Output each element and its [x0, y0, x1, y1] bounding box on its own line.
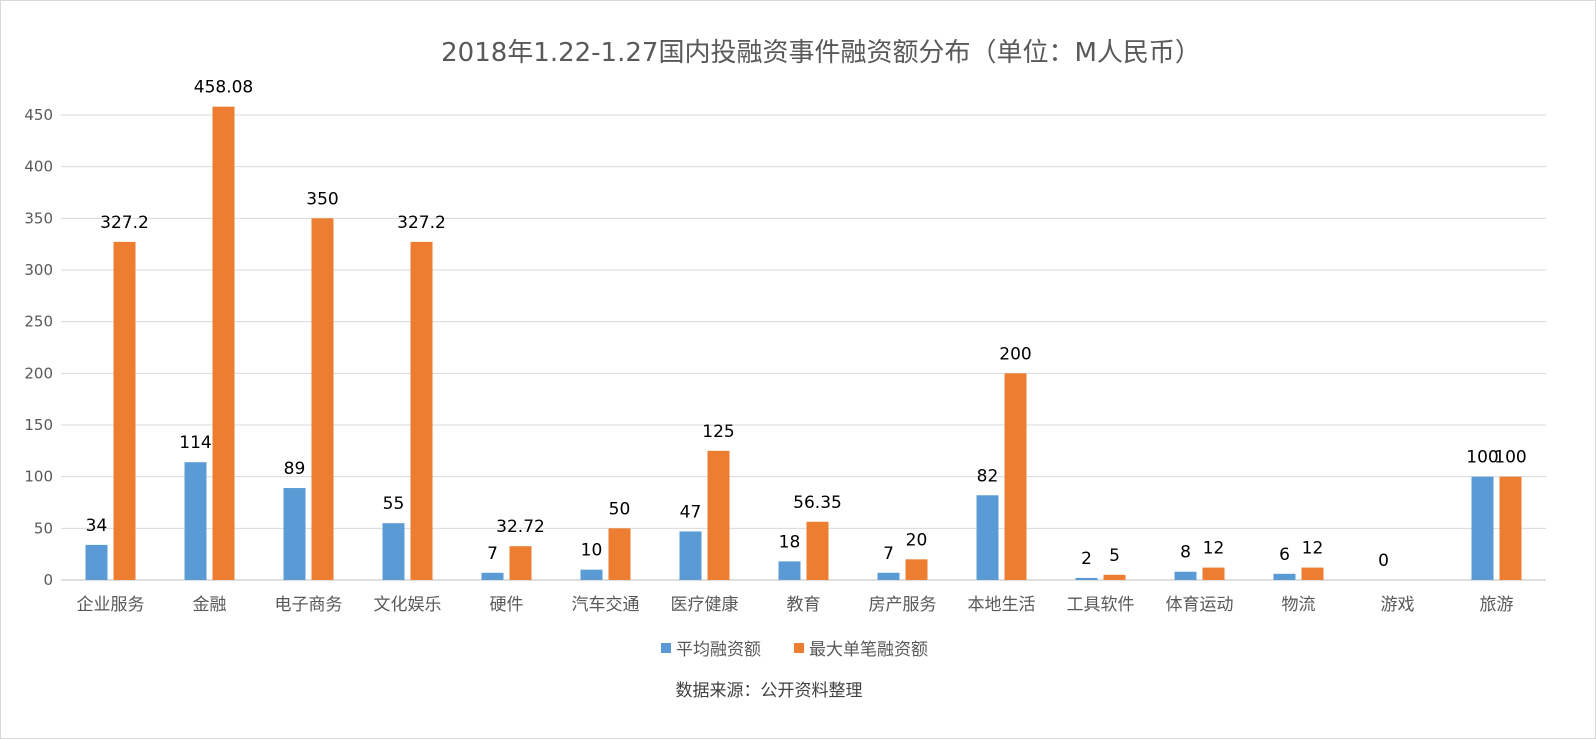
- bar-max: [212, 106, 235, 580]
- x-tick-label: 汽车交通: [572, 595, 640, 615]
- y-tick-label: 300: [24, 261, 53, 279]
- bar-average: [184, 462, 207, 580]
- bar-average: [481, 572, 504, 580]
- bar-average: [778, 561, 801, 580]
- y-tick-label: 450: [24, 106, 53, 124]
- bar-average: [679, 531, 702, 580]
- data-label: 114: [179, 433, 211, 453]
- x-tick-label: 教育: [787, 595, 821, 615]
- bar-max: [311, 218, 334, 581]
- data-label: 18: [779, 532, 801, 552]
- bar-average: [976, 495, 999, 580]
- data-label: 12: [1302, 539, 1324, 559]
- x-tick-label: 房产服务: [869, 595, 937, 615]
- x-tick-label: 工具软件: [1067, 595, 1135, 615]
- data-label: 2: [1081, 549, 1092, 569]
- data-label: 100: [1494, 448, 1526, 468]
- data-label: 350: [306, 189, 338, 209]
- x-axis: 企业服务 金融 电子商务 文化娱乐 硬件 汽车交通 医疗健康 教育 房产服务 本地生活 工具软件 体育…: [77, 595, 1514, 615]
- y-tick-label: 100: [24, 468, 53, 486]
- x-tick-label: 物流: [1282, 595, 1316, 615]
- data-label: 5: [1109, 546, 1120, 566]
- data-label: 200: [999, 344, 1031, 364]
- legend-swatch-max: [794, 643, 804, 653]
- bar-average: [580, 569, 603, 580]
- data-label: 0: [1378, 551, 1389, 571]
- data-label: 6: [1279, 545, 1290, 565]
- data-label: 7: [883, 544, 894, 564]
- x-tick-label: 企业服务: [77, 595, 145, 615]
- data-label: 50: [609, 499, 631, 519]
- data-label: 56.35: [793, 493, 842, 513]
- bar-average: [1075, 577, 1098, 580]
- legend: 平均融资额 最大单笔融资额: [661, 640, 928, 660]
- y-tick-label: 150: [24, 416, 53, 434]
- data-label: 327.2: [397, 213, 446, 233]
- data-label: 327.2: [100, 213, 149, 233]
- x-tick-label: 医疗健康: [671, 595, 739, 615]
- y-tick-label: 50: [34, 519, 53, 537]
- x-tick-label: 旅游: [1480, 595, 1514, 615]
- data-label: 89: [284, 459, 306, 479]
- x-tick-label: 体育运动: [1166, 595, 1234, 615]
- y-axis: 0 50 100 150 200 250 300 350 400 450: [24, 106, 53, 589]
- bar-max: [509, 546, 532, 580]
- bar-max: [905, 559, 928, 580]
- data-label: 458.08: [194, 78, 253, 98]
- gridlines: [61, 114, 1546, 581]
- x-tick-label: 本地生活: [968, 595, 1036, 615]
- bar-max: [1202, 567, 1225, 580]
- x-tick-label: 电子商务: [275, 595, 343, 615]
- legend-swatch-avg: [661, 643, 671, 653]
- data-label: 125: [702, 422, 734, 442]
- bar-average: [283, 488, 306, 580]
- data-label: 55: [383, 494, 405, 514]
- x-tick-label: 金融: [193, 595, 227, 615]
- data-label: 34: [86, 516, 108, 536]
- data-label: 100: [1466, 448, 1498, 468]
- y-tick-label: 250: [24, 313, 53, 331]
- data-label: 12: [1203, 539, 1225, 559]
- bar-max: [410, 241, 433, 581]
- bar-average: [1471, 476, 1494, 580]
- data-label: 47: [680, 502, 702, 522]
- bar-average: [877, 572, 900, 580]
- bar-average: [382, 523, 405, 580]
- data-label: 82: [977, 466, 999, 486]
- bar-max: [1499, 476, 1522, 580]
- legend-label-avg: 平均融资额: [676, 640, 761, 660]
- data-label: 32.72: [496, 517, 545, 537]
- bars: [85, 106, 1522, 581]
- bar-max: [806, 521, 829, 580]
- data-label: 10: [581, 541, 603, 561]
- bar-max: [113, 241, 136, 581]
- bar-max: [608, 528, 631, 580]
- bar-max: [1103, 574, 1126, 580]
- data-label: 8: [1180, 543, 1191, 563]
- bar-average: [85, 544, 108, 580]
- x-tick-label: 文化娱乐: [374, 595, 442, 615]
- bar-max: [1004, 373, 1027, 580]
- x-tick-label: 硬件: [490, 595, 524, 615]
- bar-average: [1273, 573, 1296, 580]
- bar-max: [1301, 567, 1324, 580]
- x-tick-label: 游戏: [1381, 595, 1415, 615]
- bar-average: [1174, 571, 1197, 580]
- source-note: 数据来源：公开资料整理: [676, 681, 863, 701]
- y-tick-label: 400: [24, 158, 53, 176]
- data-label: 20: [906, 530, 928, 550]
- data-label: 7: [487, 544, 498, 564]
- bar-max: [707, 450, 730, 580]
- y-tick-label: 0: [43, 571, 53, 589]
- y-tick-label: 200: [24, 364, 53, 382]
- legend-label-max: 最大单笔融资额: [809, 640, 928, 660]
- chart-title: 2018年1.22-1.27国内投融资事件融资额分布（单位：M人民币）: [441, 38, 1201, 68]
- y-tick-label: 350: [24, 209, 53, 227]
